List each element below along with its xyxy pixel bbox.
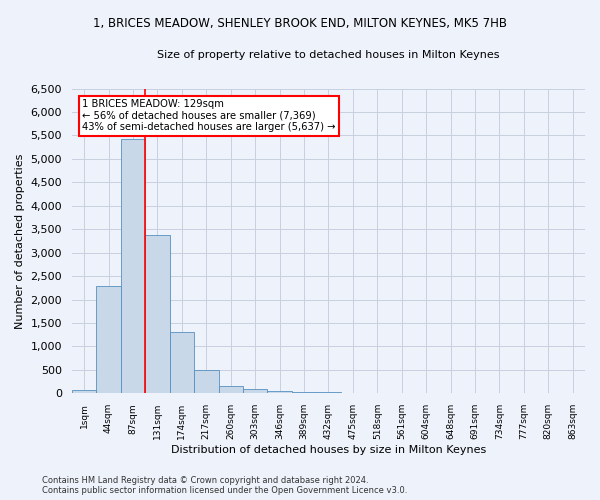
Bar [170,332,194,394]
Bar [268,391,292,394]
Bar [316,392,341,394]
Text: Contains HM Land Registry data © Crown copyright and database right 2024.
Contai: Contains HM Land Registry data © Crown c… [42,476,407,495]
Bar [194,370,218,394]
Text: 1 BRICES MEADOW: 129sqm
← 56% of detached houses are smaller (7,369)
43% of semi: 1 BRICES MEADOW: 129sqm ← 56% of detache… [82,99,335,132]
X-axis label: Distribution of detached houses by size in Milton Keynes: Distribution of detached houses by size … [171,445,486,455]
Bar [97,286,121,394]
Bar [218,386,243,394]
Bar [121,138,145,394]
Text: 1, BRICES MEADOW, SHENLEY BROOK END, MILTON KEYNES, MK5 7HB: 1, BRICES MEADOW, SHENLEY BROOK END, MIL… [93,18,507,30]
Bar [243,390,268,394]
Title: Size of property relative to detached houses in Milton Keynes: Size of property relative to detached ho… [157,50,500,60]
Bar [145,235,170,394]
Bar [292,392,316,394]
Y-axis label: Number of detached properties: Number of detached properties [15,154,25,328]
Bar [72,390,97,394]
